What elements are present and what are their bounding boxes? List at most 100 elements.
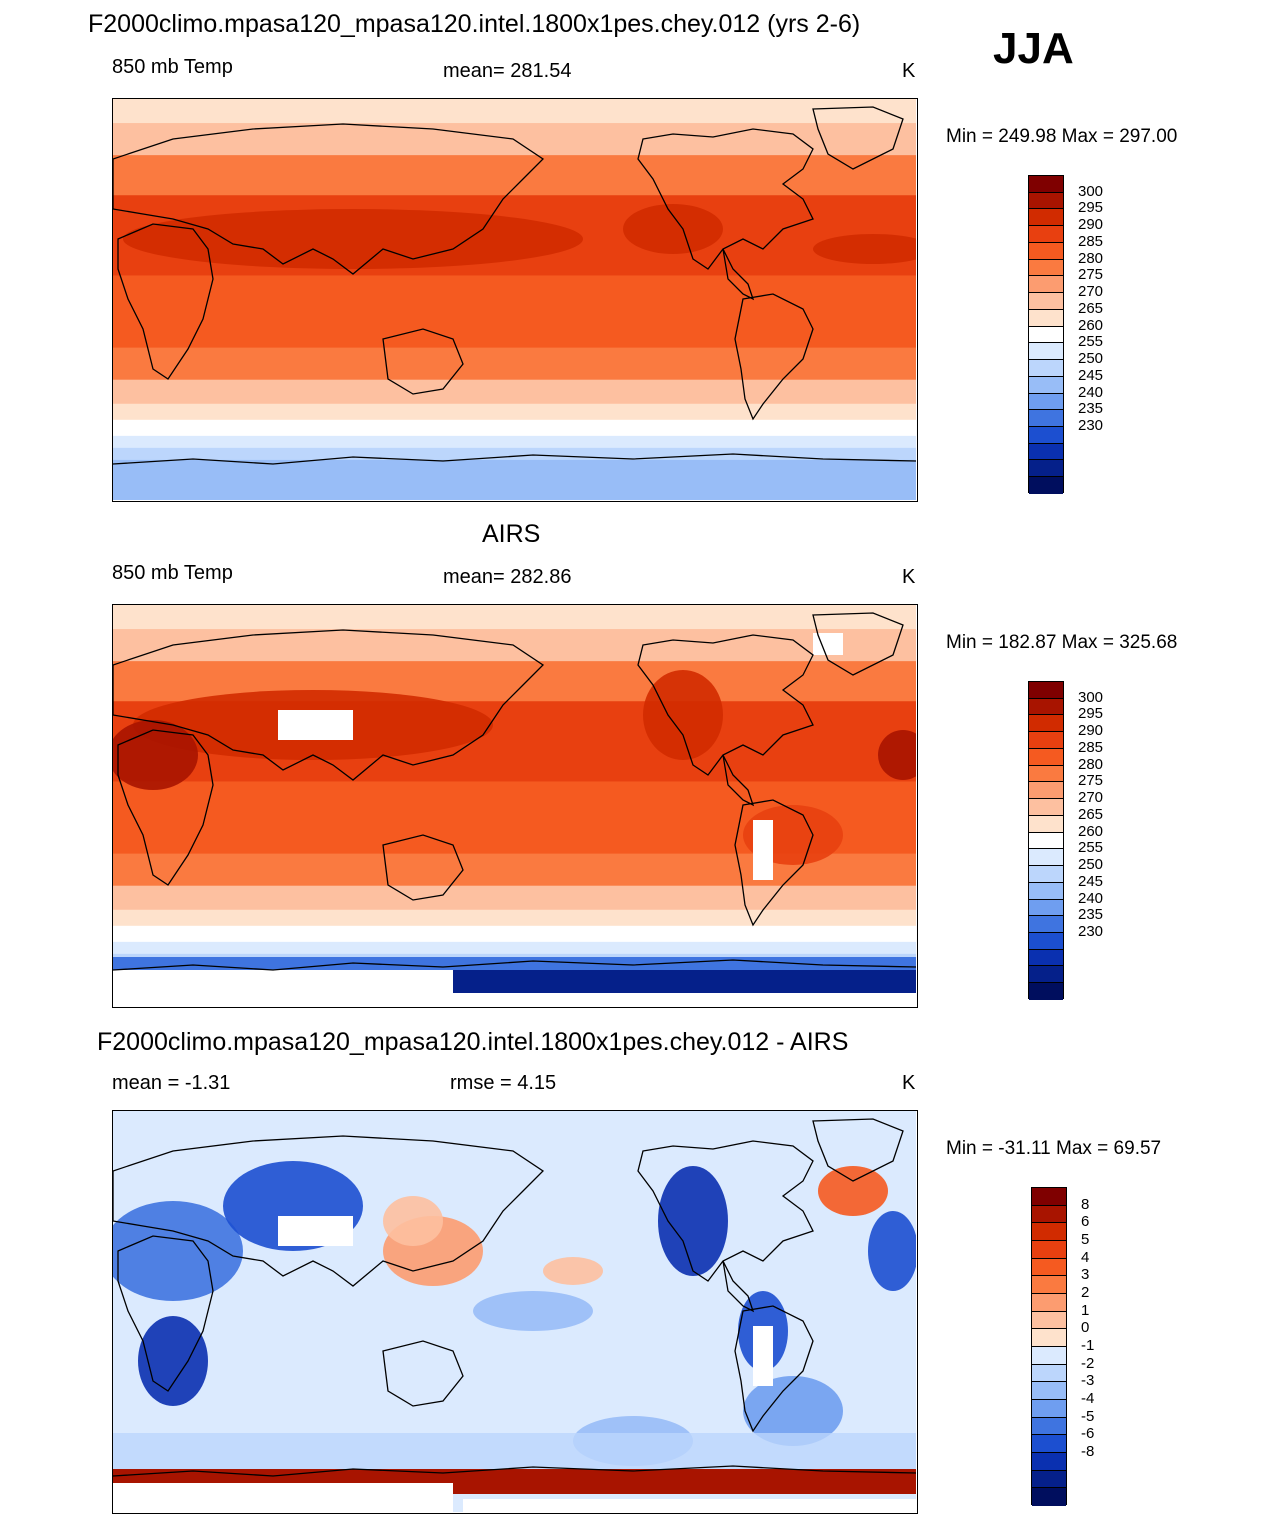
panel-model-minmax: Min = 249.98 Max = 297.00 (946, 126, 1178, 147)
coastline (117, 1235, 214, 1392)
colorbar-tick-label: 235 (1078, 906, 1104, 924)
contour-band (113, 347, 916, 381)
colorbar-tick-label: -2 (1081, 1354, 1095, 1372)
colorbar-tick-label: 230 (1078, 923, 1104, 941)
colorbar-segment (1029, 933, 1063, 950)
colorbar-segment (1032, 1311, 1066, 1330)
colorbar-segment (1032, 1417, 1066, 1436)
colorbar-segment (1029, 882, 1063, 900)
colorbar-segment (1029, 443, 1063, 461)
colorbar-segment (1029, 815, 1063, 833)
missing-data-region (113, 1483, 453, 1512)
colorbar-tick-label: 300 (1078, 182, 1104, 200)
colorbar-segment (1029, 966, 1063, 984)
colorbar-tick-label: 245 (1078, 366, 1104, 384)
colorbar-segment (1029, 949, 1063, 967)
colorbar-segment (1032, 1223, 1066, 1241)
coastline (117, 729, 214, 886)
panel-obs-minmax: Min = 182.87 Max = 325.68 (946, 632, 1178, 653)
coastline (812, 106, 904, 170)
contour-region (743, 1376, 843, 1446)
contour-region (623, 204, 723, 254)
colorbar-tick-label: 4 (1081, 1248, 1090, 1266)
colorbar-tick-label: -8 (1081, 1443, 1095, 1460)
colorbar-tick-label: 280 (1078, 249, 1104, 267)
colorbar-segment (1029, 715, 1063, 733)
colorbar-segment (1032, 1399, 1066, 1418)
colorbar-segment (1029, 427, 1063, 444)
colorbar-tick-label: 1 (1081, 1301, 1090, 1319)
colorbar-segment (1029, 242, 1063, 260)
colorbar-segment (1029, 748, 1063, 766)
colorbar-segment (1029, 209, 1063, 227)
colorbar-tick-label: 235 (1078, 400, 1104, 418)
panel-model-map (112, 98, 918, 502)
missing-data-region (113, 970, 453, 1006)
panel-diff-colorbar (1031, 1187, 1067, 1506)
colorbar-segment (1029, 192, 1063, 210)
panel-obs-variable: 850 mb Temp (112, 562, 233, 584)
coastline (382, 834, 464, 901)
contour-region (818, 1166, 888, 1216)
coastline (722, 754, 755, 807)
missing-data-region (278, 1216, 353, 1246)
coastline (113, 959, 916, 971)
contour-region (868, 1211, 916, 1291)
missing-data-region (753, 1326, 773, 1386)
panel-obs-mean: mean= 282.86 (443, 566, 572, 588)
colorbar-segment (1029, 732, 1063, 749)
contour-band (113, 435, 916, 449)
colorbar-segment (1032, 1188, 1066, 1206)
colorbar-segment (1029, 460, 1063, 478)
colorbar-tick-label: 250 (1078, 350, 1104, 368)
coastline (113, 123, 545, 275)
colorbar-tick-label: 2 (1081, 1284, 1090, 1301)
colorbar-tick-label: 285 (1078, 738, 1104, 756)
coastline (722, 1260, 755, 1313)
colorbar-segment (1032, 1276, 1066, 1294)
colorbar-segment (1032, 1293, 1066, 1312)
contour-band (113, 885, 916, 911)
coastline (113, 1135, 545, 1287)
missing-data-region (753, 820, 773, 880)
colorbar-tick-label: 260 (1078, 822, 1104, 840)
panel-obs-units: K (902, 566, 916, 588)
colorbar-segment (1029, 916, 1063, 934)
colorbar-segment (1029, 176, 1063, 193)
panel-diff-mean: mean = -1.31 (112, 1072, 231, 1094)
contour-band (113, 403, 916, 421)
colorbar-tick-label: 8 (1081, 1195, 1090, 1213)
colorbar-segment (1032, 1329, 1066, 1347)
coastline (113, 629, 545, 781)
missing-data-region (278, 710, 353, 740)
colorbar-tick-label: 265 (1078, 299, 1104, 317)
colorbar-segment (1029, 899, 1063, 917)
colorbar-segment (1029, 226, 1063, 243)
coastline (637, 128, 814, 270)
panel-model-variable: 850 mb Temp (112, 56, 233, 78)
contour-band (113, 1433, 916, 1473)
colorbar-tick-label: 295 (1078, 199, 1104, 217)
panel-diff-units: K (902, 1072, 916, 1094)
coastline (382, 1340, 464, 1407)
colorbar-tick-label: 6 (1081, 1213, 1090, 1231)
coastline (812, 612, 904, 676)
colorbar-segment (1032, 1470, 1066, 1489)
contour-band (113, 459, 916, 500)
colorbar-segment (1032, 1452, 1066, 1471)
missing-data-region (813, 633, 843, 655)
coastline (113, 1465, 916, 1477)
colorbar-segment (1029, 259, 1063, 277)
colorbar-tick-label: 275 (1078, 772, 1104, 790)
colorbar-tick-label: 265 (1078, 805, 1104, 823)
colorbar-tick-label: -3 (1081, 1372, 1095, 1390)
model-map-canvas (113, 99, 916, 500)
colorbar-segment (1032, 1364, 1066, 1383)
panel-model-units: K (902, 60, 916, 82)
colorbar-segment (1029, 866, 1063, 883)
contour-band (453, 970, 916, 995)
contour-region (543, 1257, 603, 1285)
colorbar-segment (1029, 832, 1063, 850)
figure-title: F2000climo.mpasa120_mpasa120.intel.1800x… (88, 10, 861, 38)
contour-band (113, 925, 916, 943)
